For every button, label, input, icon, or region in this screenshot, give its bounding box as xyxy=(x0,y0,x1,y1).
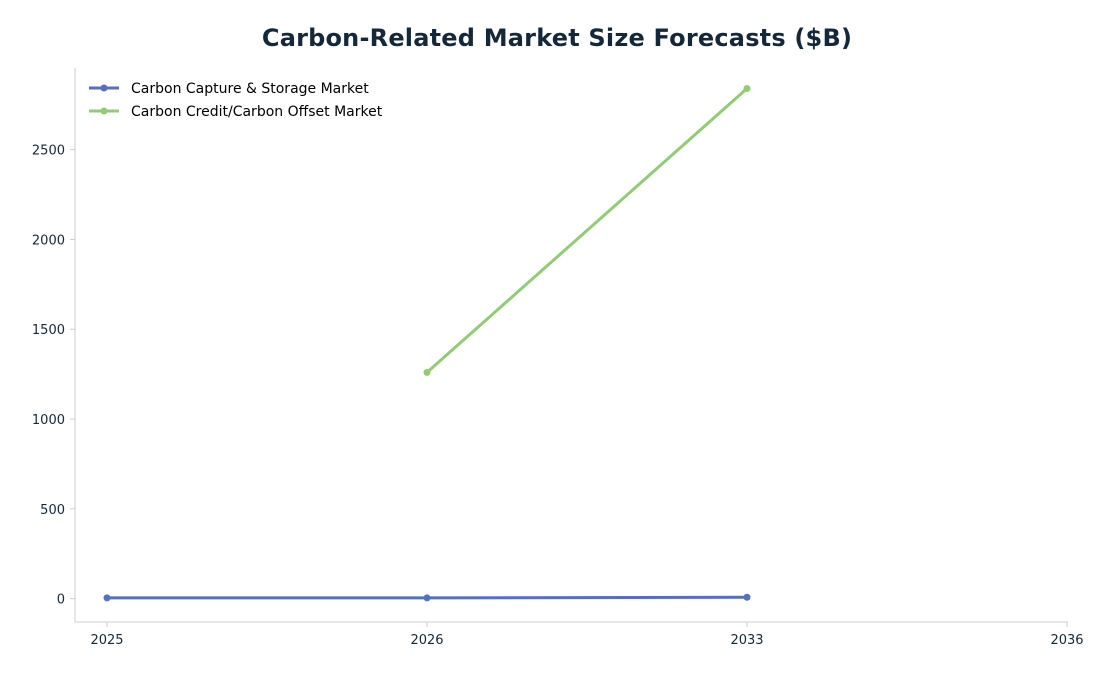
series-layer xyxy=(103,85,751,602)
legend-swatch-marker xyxy=(100,107,108,115)
series-point-2 xyxy=(423,368,431,376)
chart-title: Carbon-Related Market Size Forecasts ($B… xyxy=(261,24,853,52)
x-tick-label: 2026 xyxy=(410,633,443,648)
y-tick-label: 1500 xyxy=(32,323,65,338)
y-tick-label: 500 xyxy=(40,503,65,518)
series-line-2 xyxy=(425,87,749,374)
legend-label: Carbon Credit/Carbon Offset Market xyxy=(131,104,383,120)
series-point-1 xyxy=(103,594,111,602)
y-tick-label: 2500 xyxy=(32,144,65,159)
y-tick-label: 1000 xyxy=(32,413,65,428)
y-tick-label: 0 xyxy=(57,593,65,608)
series-point-1 xyxy=(743,593,751,601)
x-tick-label: 2025 xyxy=(90,633,123,648)
x-tick-label: 2033 xyxy=(730,633,763,648)
axes: 0 500 1000 1500 2000 2500 2025 2026 2033 2036 xyxy=(32,68,1084,648)
series-point-1 xyxy=(423,594,431,602)
legend: Carbon Capture & Storage Market Carbon Cr… xyxy=(89,81,383,120)
legend-label: Carbon Capture & Storage Market xyxy=(131,81,369,97)
series-point-2 xyxy=(743,85,751,93)
legend-swatch-marker xyxy=(100,84,108,92)
y-tick-label: 2000 xyxy=(32,233,65,248)
x-tick-label: 2036 xyxy=(1050,633,1083,648)
